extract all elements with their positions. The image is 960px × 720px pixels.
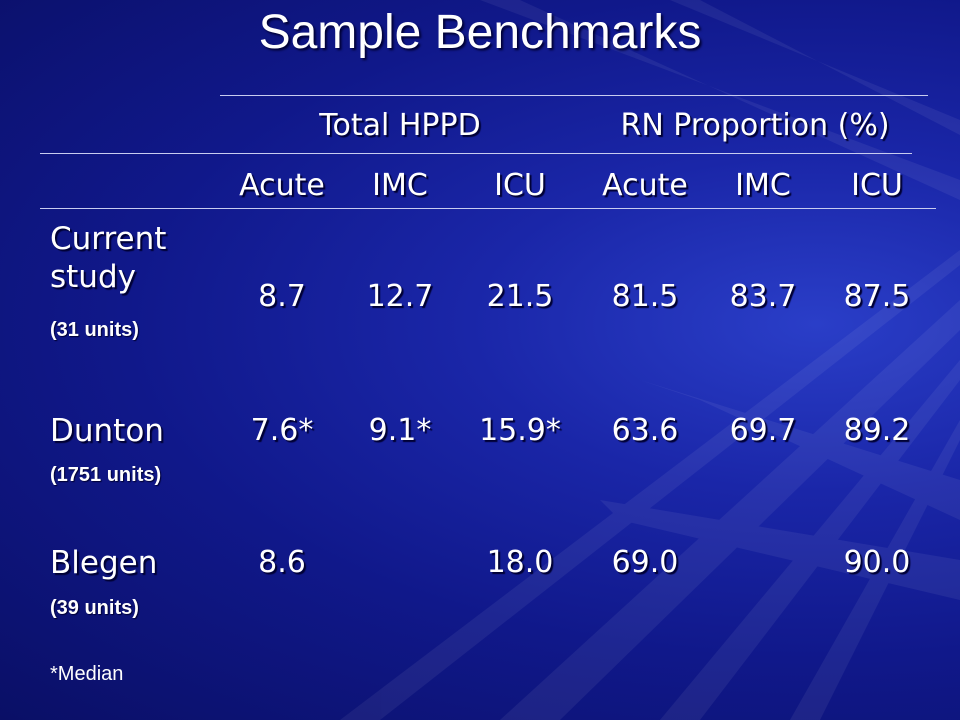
cell-dunton-icu-hppd: 15.9* bbox=[479, 413, 561, 448]
cell-blegen-acute-rn: 69.0 bbox=[611, 545, 679, 580]
row-label-dunton: Dunton bbox=[50, 413, 164, 449]
cell-blegen-icu-hppd: 18.0 bbox=[486, 545, 554, 580]
subheader-acute-hppd: Acute bbox=[239, 168, 325, 203]
cell-current-study-acute-hppd: 8.7 bbox=[258, 279, 306, 314]
row-units-dunton: (1751 units) bbox=[50, 464, 162, 486]
group-header-top-rule bbox=[220, 95, 928, 96]
cell-current-study-icu-rn: 87.5 bbox=[843, 279, 911, 314]
subheader-icu-rn: ICU bbox=[851, 168, 903, 203]
row-label-blegen: Blegen bbox=[50, 545, 158, 581]
cell-blegen-icu-rn: 90.0 bbox=[843, 545, 911, 580]
cell-dunton-imc-rn: 69.7 bbox=[729, 413, 797, 448]
cell-current-study-imc-hppd: 12.7 bbox=[366, 279, 434, 314]
subheader-bottom-rule bbox=[40, 208, 936, 209]
cell-current-study-icu-hppd: 21.5 bbox=[486, 279, 554, 314]
cell-dunton-icu-rn: 89.2 bbox=[843, 413, 911, 448]
row-units-current-study: (31 units) bbox=[50, 319, 139, 341]
footnote: *Median bbox=[50, 663, 124, 685]
subheader-icu-hppd: ICU bbox=[494, 168, 546, 203]
row-label-current-study: Current study bbox=[50, 221, 167, 295]
cell-current-study-acute-rn: 81.5 bbox=[611, 279, 679, 314]
cell-blegen-acute-hppd: 8.6 bbox=[258, 545, 306, 580]
cell-dunton-acute-hppd: 7.6* bbox=[250, 413, 314, 448]
group-header-total-hppd: Total HPPD bbox=[319, 108, 481, 143]
group-header-bottom-rule bbox=[40, 153, 912, 154]
subheader-imc-rn: IMC bbox=[735, 168, 791, 203]
cell-dunton-imc-hppd: 9.1* bbox=[368, 413, 432, 448]
group-header-rn-proportion: RN Proportion (%) bbox=[620, 108, 890, 143]
subheader-acute-rn: Acute bbox=[602, 168, 688, 203]
cell-current-study-imc-rn: 83.7 bbox=[729, 279, 797, 314]
row-units-blegen: (39 units) bbox=[50, 597, 139, 619]
subheader-imc-hppd: IMC bbox=[372, 168, 428, 203]
cell-dunton-acute-rn: 63.6 bbox=[611, 413, 679, 448]
slide-title: Sample Benchmarks bbox=[258, 6, 702, 59]
